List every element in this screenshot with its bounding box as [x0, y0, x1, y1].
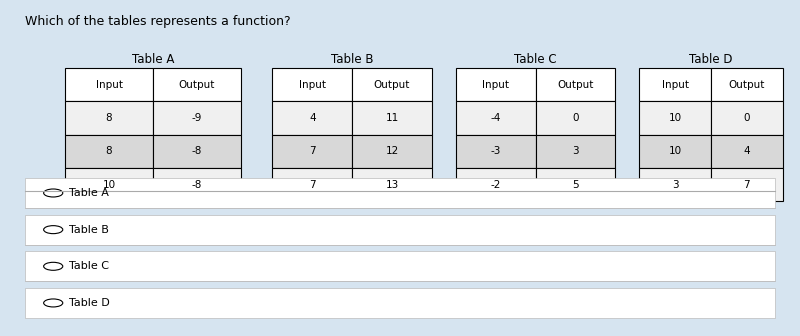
Text: 5: 5 — [572, 180, 578, 190]
Bar — [535, 101, 615, 135]
Bar — [352, 168, 432, 201]
Bar — [153, 135, 241, 168]
Text: Output: Output — [729, 80, 765, 90]
Bar — [639, 168, 711, 201]
Text: Output: Output — [178, 80, 215, 90]
Text: 7: 7 — [309, 146, 316, 156]
Bar — [639, 135, 711, 168]
Bar — [65, 68, 153, 101]
Bar — [639, 68, 711, 101]
Text: 4: 4 — [309, 113, 316, 123]
Bar — [711, 135, 782, 168]
Bar — [456, 135, 535, 168]
Text: 11: 11 — [386, 113, 398, 123]
Bar — [65, 135, 153, 168]
Text: Table D: Table D — [689, 53, 733, 67]
Bar — [26, 215, 774, 245]
Bar — [153, 101, 241, 135]
Text: -3: -3 — [490, 146, 501, 156]
Bar — [352, 135, 432, 168]
Bar — [711, 68, 782, 101]
Bar — [456, 68, 535, 101]
Text: Output: Output — [374, 80, 410, 90]
Text: 3: 3 — [572, 146, 578, 156]
Text: Table C: Table C — [514, 53, 557, 67]
Text: Input: Input — [662, 80, 689, 90]
Bar — [273, 101, 352, 135]
Bar — [639, 101, 711, 135]
Text: 0: 0 — [743, 113, 750, 123]
Text: Output: Output — [558, 80, 594, 90]
Text: Table D: Table D — [69, 298, 110, 308]
Text: 12: 12 — [386, 146, 398, 156]
Bar — [352, 101, 432, 135]
Text: Input: Input — [95, 80, 122, 90]
Text: 7: 7 — [309, 180, 316, 190]
Bar — [153, 68, 241, 101]
Bar — [456, 168, 535, 201]
Text: 8: 8 — [106, 113, 112, 123]
Bar — [456, 101, 535, 135]
Text: Input: Input — [299, 80, 326, 90]
Text: Table A: Table A — [132, 53, 174, 67]
Text: -8: -8 — [191, 146, 202, 156]
Text: Table C: Table C — [69, 261, 109, 271]
Bar — [711, 168, 782, 201]
Bar — [65, 168, 153, 201]
Bar — [273, 168, 352, 201]
Text: Table A: Table A — [69, 188, 109, 198]
Bar — [535, 168, 615, 201]
Bar — [26, 251, 774, 281]
Bar — [273, 135, 352, 168]
Bar — [273, 68, 352, 101]
Bar — [65, 101, 153, 135]
Bar — [26, 178, 774, 208]
Text: 7: 7 — [743, 180, 750, 190]
Bar — [26, 288, 774, 318]
Text: 10: 10 — [669, 113, 682, 123]
Text: -2: -2 — [490, 180, 501, 190]
Text: 3: 3 — [672, 180, 678, 190]
Text: 8: 8 — [106, 146, 112, 156]
Text: -8: -8 — [191, 180, 202, 190]
Text: 10: 10 — [102, 180, 115, 190]
Bar — [711, 101, 782, 135]
Text: Table B: Table B — [69, 225, 109, 235]
Text: -9: -9 — [191, 113, 202, 123]
Bar — [535, 135, 615, 168]
Text: 4: 4 — [743, 146, 750, 156]
Bar — [153, 168, 241, 201]
Text: 10: 10 — [669, 146, 682, 156]
Text: Input: Input — [482, 80, 509, 90]
Bar — [535, 68, 615, 101]
Bar — [352, 68, 432, 101]
Text: 13: 13 — [386, 180, 398, 190]
Text: 0: 0 — [572, 113, 578, 123]
Text: Which of the tables represents a function?: Which of the tables represents a functio… — [26, 15, 291, 28]
Text: Table B: Table B — [331, 53, 374, 67]
Text: -4: -4 — [490, 113, 501, 123]
